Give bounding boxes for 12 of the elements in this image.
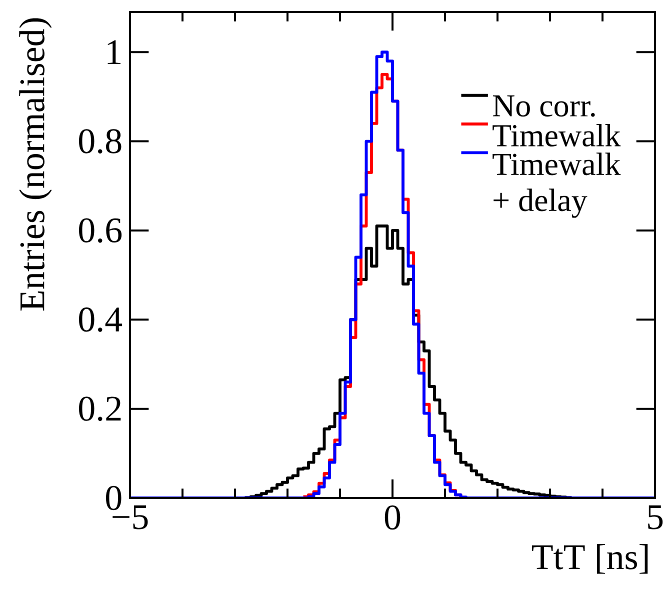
y-axis-title: Entries (normalised)	[19, 18, 52, 311]
x-tick-label: 5	[648, 505, 663, 530]
y-tick-label: 0.2	[79, 396, 121, 422]
legend-label: No corr.	[492, 95, 595, 117]
legend-label: Timewalk + delay	[492, 152, 621, 218]
y-tick-label: 0.6	[79, 218, 122, 243]
y-tick-label: 0.4	[79, 307, 122, 332]
y-tick-label: 1	[108, 40, 120, 64]
x-tick-label: 0	[384, 505, 400, 530]
y-tick-label: 0.8	[79, 129, 122, 154]
x-axis-title: TtT [ns]	[532, 544, 648, 574]
legend-label: Timewalk	[492, 124, 621, 147]
